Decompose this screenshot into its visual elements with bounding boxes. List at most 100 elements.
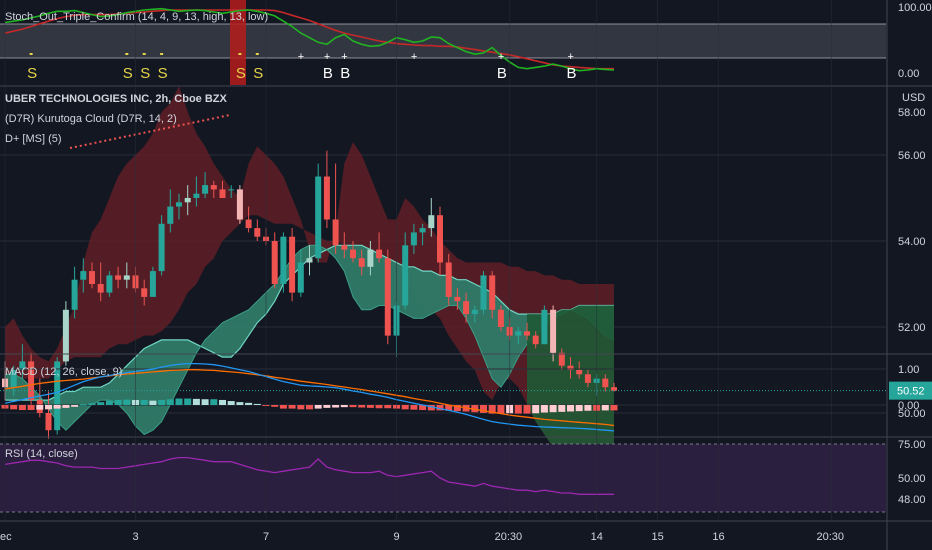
macd-histogram-bar <box>105 400 113 405</box>
macd-histogram-bar <box>271 405 279 407</box>
stoch-sell-dot <box>238 53 242 55</box>
candle-body <box>384 258 391 336</box>
candle-body <box>45 413 52 431</box>
symbol-title[interactable]: UBER TECHNOLOGIES INC, 2h, Cboe BZX <box>5 93 227 105</box>
macd-histogram-bar <box>567 405 574 412</box>
candle-body <box>489 275 496 310</box>
candle-body <box>245 219 252 229</box>
macd-histogram-bar <box>453 405 461 412</box>
macd-histogram-bar <box>610 405 618 411</box>
candle-body <box>106 275 113 293</box>
candle-body <box>271 241 278 284</box>
cloud-indicator-label[interactable]: (D7R) Kurutoga Cloud (D7R, 14, 2) <box>5 113 177 125</box>
candle-body <box>19 361 26 370</box>
stoch-plus-mark: + <box>324 51 330 63</box>
stoch-plus-mark: + <box>498 51 504 63</box>
candle-body <box>323 176 330 220</box>
macd-histogram-bar <box>123 399 131 405</box>
macd-histogram-bar <box>306 405 313 410</box>
candle-body <box>280 236 287 284</box>
candle-body <box>289 236 296 293</box>
candle-body <box>419 228 426 233</box>
time-axis-label: 20:30 <box>817 531 845 543</box>
candle-body <box>54 361 61 431</box>
candle-body <box>376 249 383 259</box>
candle-body <box>210 185 217 190</box>
stoch-sell-signal: S <box>140 65 150 82</box>
stoch-plus-mark: + <box>568 51 574 63</box>
candle-body <box>550 309 557 353</box>
candle-body <box>236 189 243 220</box>
candle-body <box>149 271 156 297</box>
candle-body <box>158 223 165 272</box>
ms-dotted-line <box>69 114 231 149</box>
macd-histogram-bar <box>184 398 192 405</box>
macd-histogram-bar <box>314 405 322 409</box>
candle-body <box>428 215 435 229</box>
candle-body <box>254 228 261 237</box>
last-price-badge <box>889 381 932 400</box>
macd-histogram-bar <box>97 402 105 405</box>
candle-body <box>402 245 409 306</box>
macd-histogram-bar <box>375 405 383 409</box>
macd-histogram-bar <box>236 402 244 405</box>
macd-histogram-bar <box>192 398 200 405</box>
stoch-buy-signal: B <box>497 65 507 82</box>
candle-body <box>71 279 78 310</box>
candle-body <box>62 309 69 362</box>
candle-body <box>315 176 322 259</box>
candle-body <box>558 352 565 366</box>
macd-histogram-bar <box>332 405 340 408</box>
price-axis-tick: 56.00 <box>898 150 926 162</box>
macd-axis-tick: 0.00 <box>898 400 919 412</box>
macd-pane <box>0 362 886 432</box>
macd-histogram-bar <box>497 405 505 414</box>
macd-histogram-bar <box>532 405 540 414</box>
macd-histogram-bar <box>279 405 287 409</box>
candle-body <box>358 258 365 267</box>
macd-histogram-bar <box>366 405 374 408</box>
macd-histogram-bar <box>140 399 148 405</box>
macd-histogram-bar <box>384 405 392 409</box>
rsi-band <box>0 444 886 512</box>
rsi-line <box>4 456 614 495</box>
candle-body <box>410 232 417 246</box>
stoch-plus-mark: + <box>298 51 304 63</box>
stoch-title[interactable]: Stoch_Out_Triple_Confirm (14, 4, 9, 13, … <box>5 11 269 23</box>
macd-histogram-bar <box>201 399 209 405</box>
price-axis-tick: 54.00 <box>898 236 926 248</box>
macd-title[interactable]: MACD (12, 26, close, 9) <box>5 366 123 378</box>
stoch-sell-signal: S <box>253 65 263 82</box>
macd-histogram-bar <box>288 405 296 409</box>
macd-histogram-bar <box>219 399 226 405</box>
ms-indicator-label[interactable]: D+ [MS] (5) <box>5 133 62 145</box>
rsi-axis-tick: 75.00 <box>898 439 926 451</box>
candle-body <box>567 365 574 370</box>
stoch-band <box>0 24 886 58</box>
macd-histogram-bar <box>45 405 52 410</box>
candle-body <box>89 271 95 284</box>
macd-histogram-bar <box>245 402 253 405</box>
stoch-highlight-bar <box>230 0 246 85</box>
symbol-title-text: UBER TECHNOLOGIES INC, 2h, Cboe BZX <box>5 93 227 105</box>
macd-histogram-bar <box>166 399 174 405</box>
macd-histogram-bar <box>36 405 44 410</box>
macd-histogram-bar <box>79 404 87 406</box>
macd-histogram-bar <box>323 405 331 408</box>
rsi-axis-tick: 50.00 <box>898 473 926 485</box>
macd-histogram-bar <box>514 405 522 414</box>
candle-body <box>341 245 348 250</box>
macd-histogram-bar <box>71 405 79 407</box>
time-axis-label: 9 <box>394 531 400 543</box>
macd-histogram-bar <box>10 405 18 410</box>
last-price-value: 50.52 <box>897 386 925 398</box>
time-axis-label: ec <box>0 531 12 543</box>
rsi-title[interactable]: RSI (14, close) <box>5 448 78 460</box>
currency-label: USD <box>902 92 925 104</box>
stoch-sell-dot <box>125 53 129 55</box>
macd-histogram-bar <box>540 405 548 413</box>
candle-body <box>80 271 87 280</box>
stoch-sell-dot <box>160 53 164 55</box>
